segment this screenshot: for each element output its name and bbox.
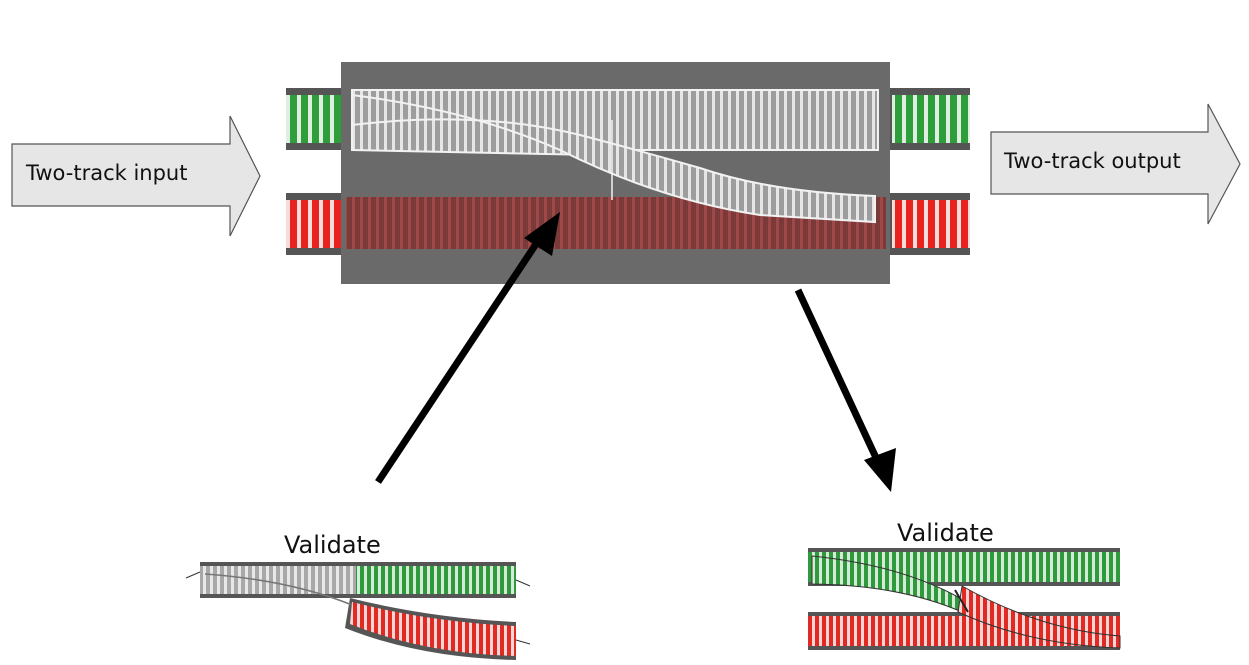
output-arrow: Two-track output <box>990 103 1241 225</box>
input-arrow-label: Two-track input <box>25 161 187 185</box>
validate-right-switch <box>808 548 1121 650</box>
output-arrow-label: Two-track output <box>1003 149 1181 173</box>
arrow-to-switch <box>375 212 560 484</box>
arrow-from-switch <box>794 288 896 492</box>
validate-left: Validate <box>185 531 531 660</box>
switch-module <box>286 62 970 284</box>
validate-right-label: Validate <box>897 519 994 547</box>
validate-left-label: Validate <box>284 531 381 559</box>
diverging-track <box>351 93 876 224</box>
input-arrow: Two-track input <box>11 115 261 237</box>
validate-right: Validate <box>808 519 1121 650</box>
validate-left-switch <box>185 562 531 660</box>
